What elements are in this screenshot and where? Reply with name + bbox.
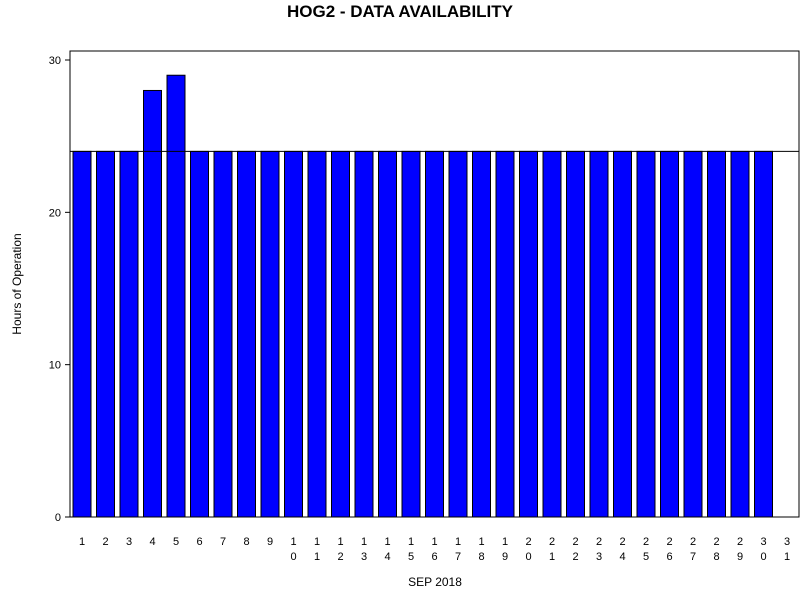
y-tick-label: 30 (49, 55, 61, 67)
bar-day-7 (213, 150, 233, 518)
x-axis: 1 2 3 4 5 6 7 8 9 1 01 11 21 31 41 51 61 71 81 92 02 12 22 32 42… (79, 536, 790, 563)
bar-day-26 (660, 150, 679, 518)
bar-day-6 (190, 150, 209, 518)
bars (72, 74, 773, 518)
bar-day-16 (425, 150, 444, 518)
bar-day-22 (566, 150, 585, 518)
x-tick-label: 4 (149, 536, 155, 548)
bar-day-21 (542, 150, 562, 518)
x-tick-label: 5 (173, 536, 179, 548)
bar-day-5 (166, 74, 186, 518)
y-axis: 0 10 20 30 (49, 55, 70, 524)
bar-day-18 (472, 150, 491, 518)
bar-day-2 (96, 150, 115, 518)
y-tick-label: 10 (49, 360, 61, 372)
bar-day-12 (331, 150, 350, 518)
bar-day-9 (260, 150, 280, 518)
bar-day-1 (72, 150, 92, 518)
bar-day-14 (378, 150, 397, 518)
bar-day-25 (636, 150, 656, 518)
bar-day-20 (519, 150, 538, 518)
bar-day-10 (284, 150, 303, 518)
bar-day-19 (495, 150, 515, 518)
bar-day-23 (589, 150, 609, 518)
bar-day-27 (683, 150, 703, 518)
bar-day-8 (237, 150, 256, 518)
x-tick-label: 6 (196, 536, 202, 548)
x-tick-label: 1 (79, 536, 85, 548)
x-tick-label: 2 (102, 536, 108, 548)
bar-day-30 (754, 150, 773, 518)
y-tick-label: 0 (55, 512, 61, 524)
bar-day-3 (119, 150, 139, 518)
bar-day-28 (707, 150, 726, 518)
x-tick-label: 8 (243, 536, 249, 548)
chart-title: HOG2 - DATA AVAILABILITY (287, 2, 514, 21)
y-axis-label: Hours of Operation (10, 233, 24, 334)
bar-day-24 (613, 150, 632, 518)
x-tick-label: 3 (126, 536, 132, 548)
y-tick-label: 20 (49, 207, 61, 219)
x-tick-label: 9 (267, 536, 273, 548)
x-axis-label: SEP 2018 (408, 575, 462, 589)
bar-day-15 (401, 150, 421, 518)
bar-day-17 (448, 150, 468, 518)
bar-day-13 (354, 150, 374, 518)
bar-day-29 (730, 150, 750, 518)
bar-day-4 (143, 89, 162, 518)
x-tick-label: 7 (220, 536, 226, 548)
bar-day-11 (307, 150, 327, 518)
